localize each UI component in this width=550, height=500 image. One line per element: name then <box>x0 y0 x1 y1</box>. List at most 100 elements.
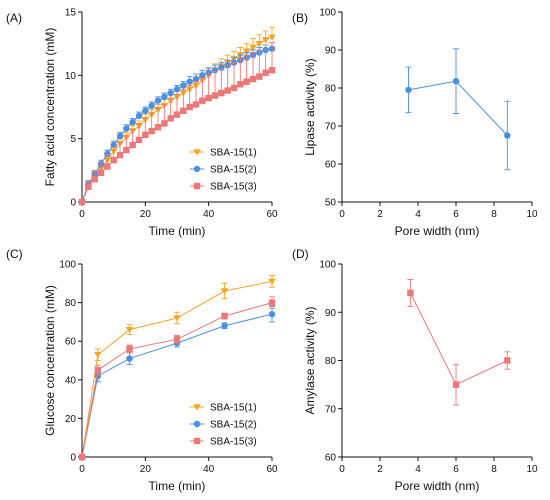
data-point <box>173 111 181 118</box>
x-axis-title: Time (min) <box>149 224 206 238</box>
data-point <box>161 93 168 101</box>
data-point <box>405 86 412 94</box>
x-tick-label: 60 <box>266 209 278 220</box>
series-line <box>81 48 273 203</box>
data-point <box>224 87 231 94</box>
data-point <box>211 92 219 99</box>
data-point <box>78 453 86 461</box>
series-2 <box>78 41 276 206</box>
y-axis-title: Lipase activity (%) <box>303 58 317 155</box>
y-tick-label: 60 <box>325 453 337 464</box>
y-tick-label: 100 <box>59 260 76 271</box>
x-tick-label: 4 <box>415 209 421 220</box>
series-line <box>408 80 508 136</box>
y-tick-label: 80 <box>65 298 77 309</box>
data-point <box>192 101 200 108</box>
x-tick-label: 40 <box>203 209 215 220</box>
y-tick-label: 50 <box>325 198 337 209</box>
data-point <box>78 198 86 206</box>
data-point <box>148 127 155 135</box>
y-tick-label: 40 <box>65 375 77 386</box>
data-point <box>452 77 460 85</box>
x-tick-label: 0 <box>339 464 345 475</box>
data-point <box>154 97 162 104</box>
y-tick-label: 20 <box>65 414 77 425</box>
x-tick-label: 2 <box>377 209 383 220</box>
data-point <box>180 82 187 89</box>
y-tick-label: 15 <box>65 8 77 19</box>
data-point <box>126 355 133 362</box>
y-tick-label: 90 <box>325 46 337 57</box>
data-point <box>97 169 105 177</box>
data-point <box>129 119 136 126</box>
data-point <box>268 310 276 318</box>
legend-label: SBA-15(3) <box>210 437 257 448</box>
x-tick-label: 20 <box>140 464 152 475</box>
x-tick-label: 20 <box>140 209 152 220</box>
data-point <box>243 78 250 85</box>
legend-label: SBA-15(2) <box>210 165 257 176</box>
x-tick-label: 8 <box>491 464 497 475</box>
data-point <box>173 336 181 343</box>
data-point <box>173 315 181 322</box>
panel-letter: (C) <box>6 247 23 261</box>
series-0 <box>78 275 276 461</box>
data-point <box>91 176 98 183</box>
data-point <box>268 278 276 285</box>
data-point <box>242 48 251 55</box>
data-point <box>255 40 264 48</box>
data-point <box>504 357 511 364</box>
y-tick-label: 100 <box>319 8 336 19</box>
legend: SBA-15(1) SBA-15(2) SBA-15(3) <box>190 403 257 448</box>
y-tick-label: 0 <box>70 453 76 464</box>
y-tick-label: 80 <box>325 356 337 367</box>
legend: SBA-15(1) SBA-15(2) SBA-15(3) <box>190 148 257 193</box>
x-tick-label: 6 <box>453 464 459 475</box>
legend-label: SBA-15(1) <box>210 403 257 414</box>
data-point <box>218 89 225 97</box>
x-axis-title: Pore width (nm) <box>395 479 480 493</box>
data-point <box>237 81 244 88</box>
legend-marker <box>193 182 201 190</box>
series-0 <box>407 278 511 406</box>
y-axis-title: Fatty acid concentration (mM) <box>43 28 57 187</box>
data-point <box>221 322 228 329</box>
data-point <box>256 73 263 80</box>
panel-letter: (B) <box>292 11 308 25</box>
data-point <box>154 124 162 131</box>
y-tick-label: 70 <box>325 122 337 133</box>
y-tick-label: 70 <box>325 404 337 415</box>
series-line <box>81 302 273 458</box>
data-point <box>110 157 117 164</box>
data-point <box>186 103 193 111</box>
x-axis-title: Time (min) <box>149 479 206 493</box>
data-point <box>230 84 238 92</box>
x-tick-label: 4 <box>415 464 421 475</box>
panel-letter: (A) <box>6 11 22 25</box>
data-point <box>123 125 130 132</box>
y-tick-label: 60 <box>325 160 337 171</box>
y-tick-label: 80 <box>325 84 337 95</box>
data-point <box>123 146 130 154</box>
legend-marker <box>193 420 201 428</box>
data-point <box>173 86 181 93</box>
data-point <box>148 102 155 109</box>
y-axis-title: Glucose concentration (mM) <box>43 285 57 436</box>
panel-1: (B) 50 60 70 80 90 100 0 2 4 6 8 10 Pore width (nm) Li… <box>292 8 538 239</box>
data-point <box>85 183 92 190</box>
x-tick-label: 6 <box>453 209 459 220</box>
y-tick-label: 5 <box>70 134 76 145</box>
data-point <box>268 34 276 41</box>
data-point <box>180 107 187 114</box>
x-tick-label: 60 <box>266 464 278 475</box>
data-point <box>407 289 414 297</box>
data-point <box>268 67 276 74</box>
data-point <box>167 115 174 122</box>
data-point <box>199 97 206 104</box>
data-point <box>125 326 134 334</box>
y-tick-label: 60 <box>65 337 77 348</box>
x-tick-label: 0 <box>79 464 85 475</box>
panel-letter: (D) <box>292 247 309 261</box>
x-tick-label: 10 <box>526 464 538 475</box>
